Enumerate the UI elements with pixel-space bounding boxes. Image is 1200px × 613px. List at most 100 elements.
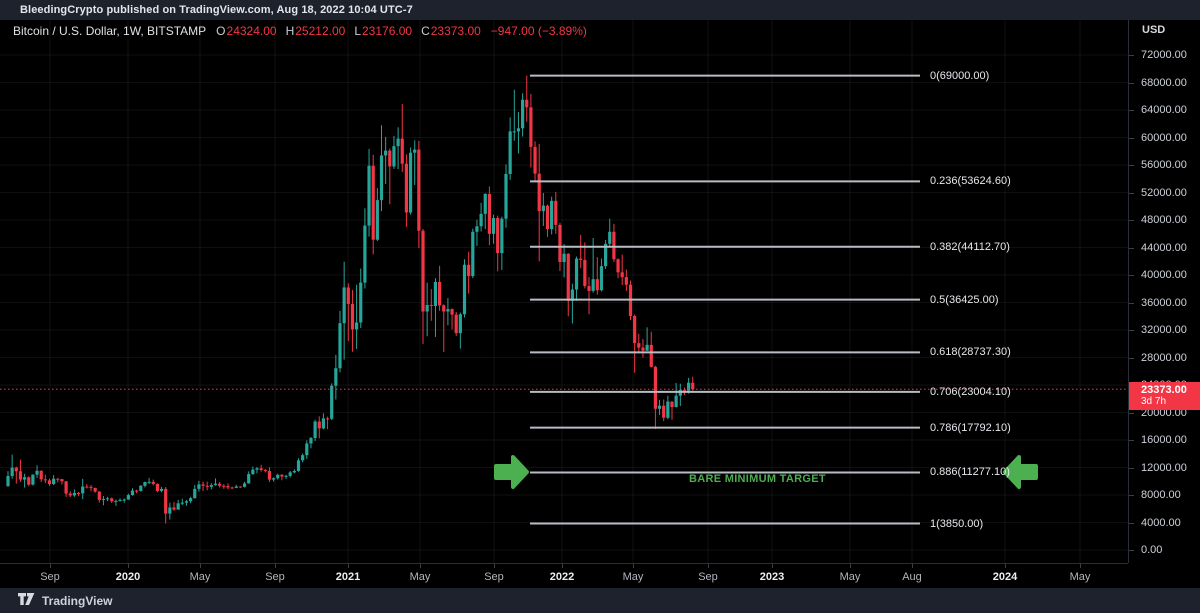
candle-body: [309, 438, 313, 444]
grid: [0, 20, 1128, 563]
candle-body: [442, 305, 446, 312]
change-value: −947.00 (−3.89%): [490, 23, 587, 38]
candle-body: [292, 471, 296, 473]
candle-body: [164, 488, 168, 514]
price-tick-label: 28000.00: [1141, 351, 1187, 364]
candle-body: [570, 289, 574, 301]
candle-body: [516, 128, 521, 132]
candle-body: [296, 460, 301, 472]
candle-body: [147, 481, 151, 483]
candle-body: [541, 205, 545, 212]
price-tick-mark: [1129, 550, 1134, 551]
candle-body: [6, 476, 10, 487]
candle-body: [508, 131, 512, 175]
candle-body: [620, 272, 624, 278]
candle-body: [47, 480, 52, 485]
price-tick-mark: [1129, 412, 1134, 414]
candle-body: [355, 322, 359, 330]
price-tick-label: 4000.00: [1141, 516, 1181, 529]
candle-body: [272, 478, 276, 480]
price-axis[interactable]: USD 72000.00 68000.00 64000.00 60000.00 5600…: [1128, 20, 1200, 563]
candle-body: [604, 243, 608, 267]
candle-body: [529, 107, 533, 147]
time-tick-mark: [1005, 564, 1006, 568]
fib-level-label: 0.382(44112.70): [930, 240, 1010, 253]
target-annotation[interactable]: BARE MINIMUM TARGET: [689, 473, 826, 485]
candle-body: [222, 485, 226, 487]
tradingview-brand[interactable]: TradingView: [42, 593, 113, 608]
candle-body: [525, 99, 529, 108]
candle-body: [64, 481, 68, 494]
time-tick-label: May: [1069, 571, 1091, 583]
candle-body: [554, 200, 558, 225]
candle-body: [242, 483, 247, 487]
candle-body: [512, 131, 516, 133]
ohlc-field: H25212.00: [285, 23, 346, 38]
candle-body: [471, 231, 475, 277]
candle-body: [189, 498, 193, 502]
green-arrow-left[interactable]: [1003, 455, 1038, 489]
candle-body: [458, 314, 462, 334]
candle-body: [396, 138, 400, 147]
time-tick-label: Sep: [265, 571, 285, 583]
tradingview-logo-icon[interactable]: [18, 593, 35, 608]
current-price-badge: 23373.00 3d 7h: [1129, 382, 1200, 410]
candle-body: [10, 467, 14, 477]
time-tick-mark: [708, 564, 709, 568]
candle-body: [14, 467, 18, 472]
candle-body: [126, 495, 130, 500]
candle-body: [454, 314, 458, 334]
candle-body: [450, 309, 454, 315]
candle-body: [288, 472, 292, 476]
candle-body: [359, 282, 363, 323]
price-tick-mark: [1129, 467, 1134, 469]
publish-banner-text: BleedingCrypto published on TradingView.…: [20, 4, 413, 16]
candle-body: [417, 149, 421, 231]
time-tick-label: Sep: [40, 571, 60, 583]
candle-body: [18, 471, 23, 480]
candle-body: [637, 343, 641, 348]
candle-body: [438, 281, 442, 306]
candle-body: [388, 150, 392, 167]
symbol-info-bar[interactable]: Bitcoin / U.S. Dollar, 1W, BITSTAMP O243…: [13, 23, 587, 38]
time-tick-label: May: [622, 571, 644, 583]
candle-body: [39, 470, 43, 480]
green-arrow-right[interactable]: [494, 455, 529, 489]
candle-body: [467, 264, 471, 277]
price-tick-label: 44000.00: [1141, 241, 1187, 254]
price-tick-label: 56000.00: [1141, 159, 1187, 171]
candle-body: [85, 486, 89, 488]
fib-retracement[interactable]: [530, 74, 920, 525]
candle-body: [338, 323, 342, 369]
candle-body: [479, 213, 483, 227]
candle-body: [633, 315, 637, 344]
fib-level-label: 0.618(28737.30): [930, 346, 1011, 359]
time-tick-label: Sep: [698, 571, 718, 583]
price-tick-mark: [1129, 522, 1134, 524]
candle-body: [583, 259, 587, 287]
candle-body: [255, 468, 259, 470]
candle-body: [670, 401, 674, 408]
price-tick-mark: [1129, 302, 1134, 304]
candle-body: [110, 498, 114, 502]
price-tick-label: 36000.00: [1141, 296, 1187, 309]
candle-body: [537, 173, 541, 212]
time-tick-label: 2024: [992, 571, 1018, 583]
candle-body: [251, 469, 255, 475]
candle-body: [371, 165, 375, 240]
time-axis[interactable]: Sep 2020 May Sep 2021 May Sep 2022 May Sep 2023 May…: [0, 563, 1128, 588]
candle-body: [413, 149, 417, 153]
candle-body: [122, 499, 126, 501]
fib-level-label: 0.5(36425.00): [930, 293, 999, 306]
candle-body: [205, 485, 209, 487]
bar-countdown: 3d 7h: [1141, 396, 1167, 407]
price-tick-label: 16000.00: [1141, 434, 1187, 446]
candle-body: [545, 205, 550, 230]
candle-body: [330, 385, 334, 419]
candle-body: [305, 443, 309, 456]
time-tick-mark: [850, 564, 851, 568]
candle-body: [52, 478, 56, 485]
ohlc-field: L23176.00: [354, 23, 413, 38]
candle-body: [168, 507, 172, 514]
